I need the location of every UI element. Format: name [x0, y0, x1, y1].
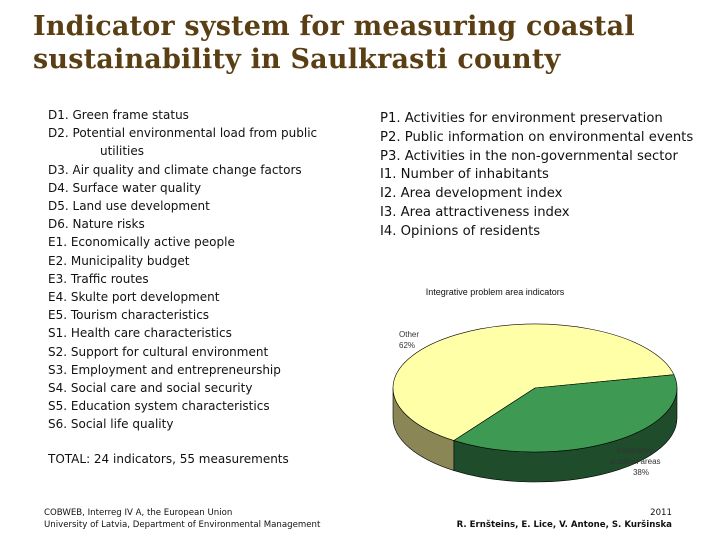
footer-university: University of Latvia, Department of Envi…: [44, 520, 321, 530]
indicator-item: S1. Health care characteristics: [48, 326, 232, 341]
title-line-2: sustainability in Saulkrasti county: [33, 44, 561, 75]
footer-authors-block: 2011 R. Ernšteins, E. Lice, V. Antone, S…: [457, 507, 672, 531]
indicator-item: S3. Employment and entrepreneurship: [48, 362, 281, 377]
indicator-item: E2. Municipality budget: [48, 253, 190, 268]
chart-title: Integrative problem area indicators: [426, 287, 565, 297]
footer-authors: R. Ernšteins, E. Lice, V. Antone, S. Kur…: [456, 520, 672, 530]
indicator-list-left: D1. Green frame status D2. Potential envi…: [48, 106, 338, 434]
indicator-item: D6. Nature risks: [48, 217, 145, 232]
indicator-item: I4. Opinions of residents: [380, 223, 541, 239]
slice-value-integrative: 38%: [633, 468, 649, 477]
indicator-item: D3. Air quality and climate change facto…: [48, 162, 302, 177]
footer-credits: COBWEB, Interreg IV A, the European Unio…: [44, 507, 320, 531]
indicator-item: E3. Traffic routes: [48, 271, 149, 286]
pie-slice-other: [392, 323, 675, 441]
indicator-item: P1. Activities for environment preservat…: [380, 111, 663, 126]
slide-title: Indicator system for measuring coastal s…: [33, 10, 703, 76]
pie-slice-integrative: [453, 374, 678, 453]
indicator-item: D5. Land use development: [48, 199, 210, 214]
indicator-item: D4. Surface water quality: [48, 180, 202, 195]
slice-label-integrative-1: Integrative: [616, 446, 654, 455]
slice-label-integrative-2: problem areas: [609, 457, 660, 466]
indicator-item: E5. Tourism characteristics: [48, 308, 210, 323]
title-line-1: Indicator system for measuring coastal: [33, 11, 635, 42]
indicator-item: P3. Activities in the non-governmental s…: [380, 148, 678, 164]
total-summary: TOTAL: 24 indicators, 55 measurements: [48, 452, 289, 466]
indicator-item: D1. Green frame status: [48, 108, 189, 122]
footer-project: COBWEB, Interreg IV A, the European Unio…: [44, 508, 233, 518]
indicator-item: E4. Skulte port development: [48, 290, 220, 305]
pie-chart: Integrative problem area indicators Othe…: [392, 287, 678, 483]
indicator-item: S5. Education system characteristics: [48, 399, 270, 414]
indicator-item: I1. Number of inhabitants: [380, 167, 549, 183]
indicator-item: utilities: [100, 144, 144, 159]
indicator-item: S6. Social life quality: [48, 417, 174, 432]
indicator-item: D2. Potential environmental load from pu…: [48, 126, 318, 141]
indicator-item: P2. Public information on environmental …: [380, 129, 694, 145]
indicator-list-right: P1. Activities for environment preservat…: [380, 110, 710, 242]
indicator-item: S2. Support for cultural environment: [48, 344, 269, 359]
slice-value-other: 62%: [399, 341, 415, 350]
indicator-item: I3. Area attractiveness index: [380, 204, 570, 220]
indicator-item: E1. Economically active people: [48, 235, 235, 250]
indicator-item: S4. Social care and social security: [48, 381, 253, 396]
slice-label-other: Other: [399, 330, 419, 339]
footer-year: 2011: [650, 508, 672, 518]
indicator-item: I2. Area development index: [380, 186, 563, 202]
